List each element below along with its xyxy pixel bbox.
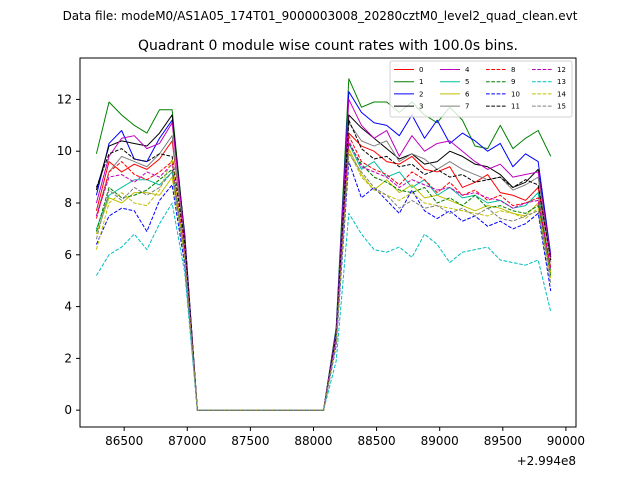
y-tick-label: 4 bbox=[64, 300, 72, 314]
x-tick-label: 89000 bbox=[421, 434, 459, 448]
x-tick-label: 89500 bbox=[484, 434, 522, 448]
x-tick-label: 87000 bbox=[168, 434, 206, 448]
series-line-11 bbox=[95, 119, 552, 411]
legend-label-1: 1 bbox=[419, 78, 423, 86]
y-tick-label: 6 bbox=[64, 248, 72, 262]
y-tick-label: 2 bbox=[64, 351, 72, 365]
legend-label-9: 9 bbox=[511, 78, 515, 86]
series-line-1 bbox=[95, 78, 552, 411]
legend-label-2: 2 bbox=[419, 90, 423, 98]
legend-label-7: 7 bbox=[465, 103, 469, 111]
series-line-6 bbox=[95, 148, 552, 411]
legend-label-5: 5 bbox=[465, 78, 469, 86]
x-tick-label: 90000 bbox=[547, 434, 585, 448]
plot-frame bbox=[79, 57, 577, 428]
legend-label-12: 12 bbox=[557, 66, 566, 74]
series-line-14 bbox=[95, 150, 552, 411]
y-tick-label: 0 bbox=[64, 403, 72, 417]
series-line-2 bbox=[95, 91, 552, 411]
series-line-5 bbox=[95, 142, 552, 411]
legend-label-0: 0 bbox=[419, 66, 423, 74]
legend-label-3: 3 bbox=[419, 103, 423, 111]
series-group bbox=[95, 78, 552, 411]
suptitle: Data file: modeM0/AS1A05_174T01_90000030… bbox=[63, 9, 578, 23]
x-tick-label: 88500 bbox=[357, 434, 395, 448]
legend-label-10: 10 bbox=[511, 90, 520, 98]
series-line-15 bbox=[95, 153, 552, 411]
x-tick-label: 87500 bbox=[231, 434, 269, 448]
series-line-0 bbox=[95, 132, 552, 411]
legend-label-11: 11 bbox=[511, 103, 520, 111]
legend-label-14: 14 bbox=[557, 90, 566, 98]
series-line-10 bbox=[95, 161, 552, 411]
x-tick-label: 88000 bbox=[294, 434, 332, 448]
series-line-13 bbox=[95, 202, 552, 411]
chart-title: Quadrant 0 module wise count rates with … bbox=[138, 38, 518, 54]
x-offset-label: +2.994e8 bbox=[517, 454, 576, 468]
legend-label-15: 15 bbox=[557, 103, 566, 111]
y-tick-label: 12 bbox=[57, 92, 72, 106]
y-tick-label: 8 bbox=[64, 196, 72, 210]
legend-label-6: 6 bbox=[465, 90, 470, 98]
series-line-9 bbox=[95, 142, 552, 411]
y-tick-label: 10 bbox=[57, 144, 72, 158]
x-tick-label: 86500 bbox=[105, 434, 143, 448]
legend-label-4: 4 bbox=[465, 66, 470, 74]
axis-ticks: 86500 87000 87500 88000 88500 89000 89500 90000… bbox=[57, 92, 585, 448]
legend-box bbox=[389, 60, 573, 118]
legend-label-8: 8 bbox=[511, 66, 515, 74]
series-line-3 bbox=[95, 114, 552, 411]
legend-label-13: 13 bbox=[557, 78, 566, 86]
